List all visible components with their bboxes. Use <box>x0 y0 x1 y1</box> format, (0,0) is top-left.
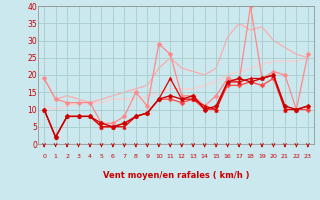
X-axis label: Vent moyen/en rafales ( km/h ): Vent moyen/en rafales ( km/h ) <box>103 171 249 180</box>
